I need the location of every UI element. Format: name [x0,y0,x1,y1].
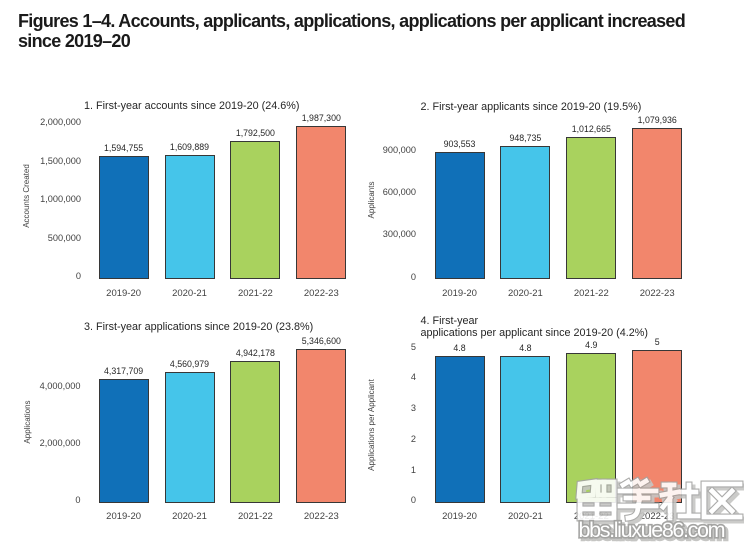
svg-text:bbs.liuxue86.com: bbs.liuxue86.com [581,521,727,545]
svg-text:bbs.liuxue86.com: bbs.liuxue86.com [579,518,725,542]
svg-text:bbs.liuxue86.com: bbs.liuxue86.com [579,518,725,542]
